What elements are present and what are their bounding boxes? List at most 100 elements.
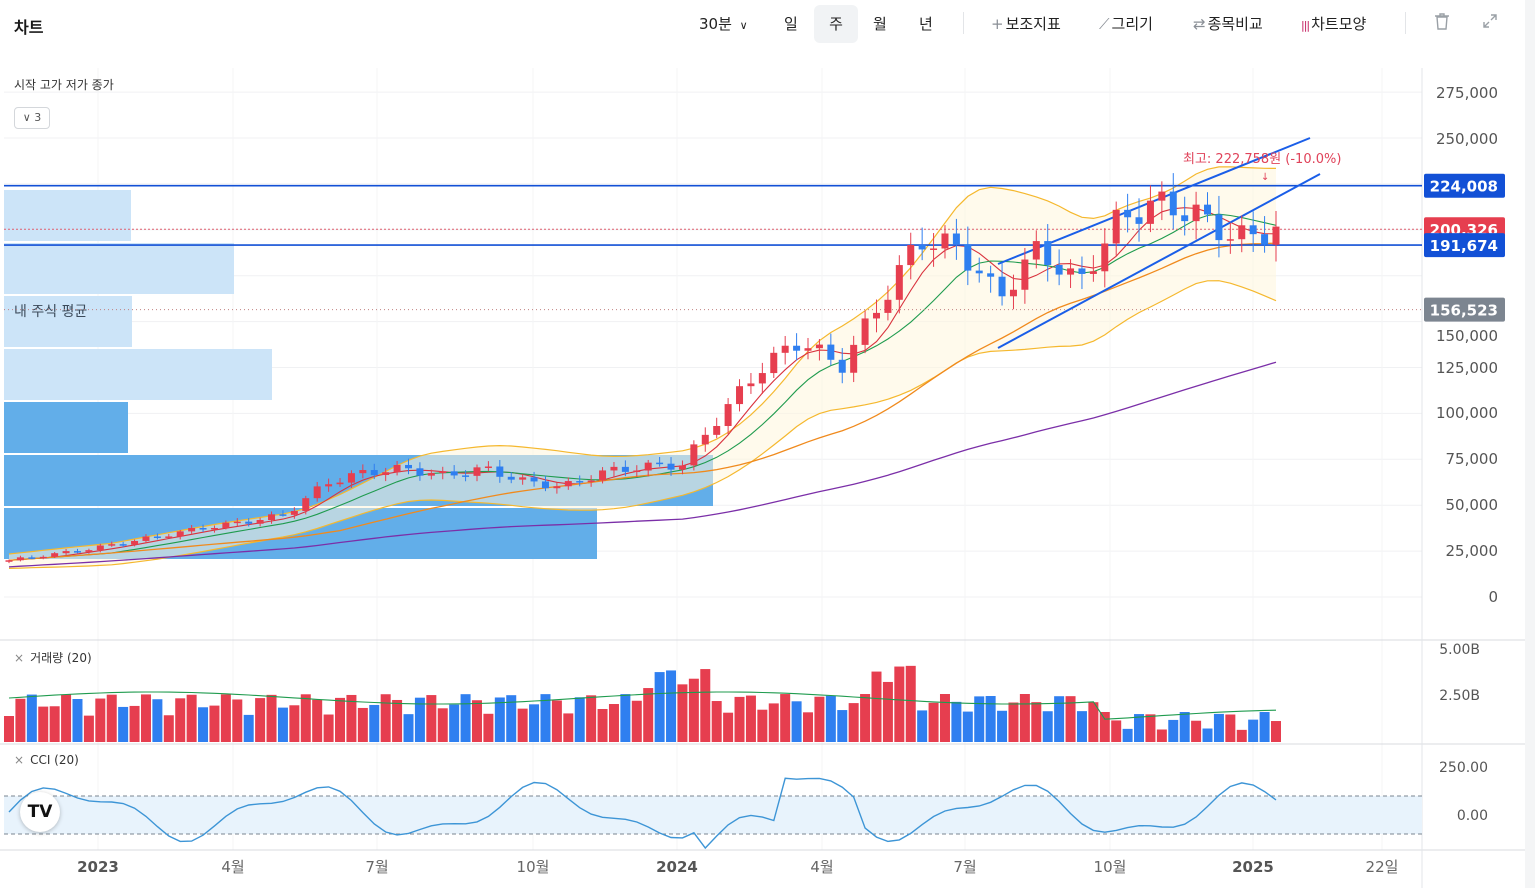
compare-icon: ⇄ [1193, 15, 1206, 33]
cci-legend: × CCI (20) [14, 753, 79, 767]
volume-bar [825, 695, 836, 742]
candle-body [758, 373, 766, 384]
time-tick-label: 10월 [1094, 858, 1127, 876]
volume-bar [1271, 721, 1281, 742]
price-tick-label: 100,000 [1436, 404, 1498, 422]
volume-bar [1145, 714, 1156, 742]
interval-dropdown[interactable]: 30분 ∨ [699, 12, 748, 36]
candle-body [336, 482, 344, 485]
legend-collapse-button[interactable]: ∨ 3 [14, 107, 50, 129]
chart-style-button[interactable]: ||| 차트모양 [1301, 12, 1366, 36]
volume-legend: × 거래량 (20) [14, 649, 92, 666]
candle-body [918, 244, 926, 250]
volume-bar [1236, 729, 1247, 742]
close-icon[interactable]: × [14, 651, 25, 665]
volume-bar [1088, 702, 1099, 742]
candle-body [907, 244, 915, 266]
chart-style-label: 차트모양 [1311, 15, 1367, 33]
candle-body [393, 464, 401, 473]
right-scroll-rail[interactable] [1525, 0, 1535, 888]
price-badge-label: 191,674 [1430, 237, 1498, 255]
volume-bar [392, 699, 403, 742]
volume-bar [95, 698, 106, 742]
volume-bar [597, 708, 608, 742]
candle-body [176, 531, 184, 537]
volume-bar [848, 703, 859, 742]
volume-bar [1076, 711, 1087, 742]
period-tab-year[interactable]: 년 [919, 15, 933, 33]
volume-bar [323, 714, 334, 742]
candle-body [1272, 226, 1280, 245]
volume-bar [209, 705, 220, 742]
candle-body [439, 471, 447, 474]
price-tick-label: 75,000 [1446, 450, 1499, 468]
candle-body [28, 557, 36, 559]
volume-bar [152, 699, 163, 742]
candle-body [222, 522, 230, 528]
time-tick-label: 7월 [953, 858, 976, 876]
price-badge [1424, 233, 1505, 258]
candle-body [1146, 200, 1154, 224]
candle-body [256, 520, 264, 524]
candle-body [233, 521, 241, 524]
volume-bar [4, 716, 14, 742]
tradingview-logo-icon[interactable]: TV [20, 792, 60, 832]
price-tick-label: 50,000 [1446, 496, 1499, 514]
price-tick-label: 0 [1488, 588, 1498, 606]
volume-bar [232, 699, 243, 742]
candle-body [952, 233, 960, 245]
candle-body [108, 544, 116, 546]
volume-bar [289, 705, 300, 742]
volume-bar [1156, 729, 1167, 742]
candle-body [736, 386, 744, 405]
high-marker-label: 최고: 222,758원 (-10.0%) [1183, 152, 1341, 167]
candle-body [861, 318, 869, 345]
expand-icon[interactable] [1482, 12, 1498, 36]
compare-button[interactable]: ⇄ 종목비교 [1193, 12, 1263, 36]
volume-tick-label: 2.50B [1439, 688, 1480, 704]
candle-body [1021, 259, 1029, 290]
volume-bar [803, 712, 814, 742]
draw-button[interactable]: ⟋ 그리기 [1099, 12, 1153, 36]
indicator-button[interactable]: + 보조지표 [991, 12, 1061, 36]
candle-body [39, 556, 47, 559]
candle-body [690, 444, 698, 466]
period-tab-month[interactable]: 월 [873, 15, 887, 33]
avg-price-label: 내 주식 평균 [14, 304, 87, 320]
compare-label: 종목비교 [1207, 15, 1263, 33]
volume-bar [403, 714, 414, 742]
candle-body [119, 544, 127, 546]
period-tab-day[interactable]: 일 [784, 15, 798, 33]
ma60-line [8, 361, 1277, 568]
candle-body [975, 270, 983, 274]
chevron-down-icon: ∨ [22, 111, 31, 124]
volume-bar [688, 678, 699, 742]
candle-body [73, 551, 81, 553]
candle-body [1192, 204, 1200, 222]
volume-bar [49, 706, 60, 742]
volume-ma-line [8, 691, 1277, 720]
volume-bar [460, 694, 471, 742]
page-title: 차트 [14, 18, 44, 37]
candle-body [872, 312, 880, 319]
volume-bar [837, 710, 848, 742]
candle-body [838, 359, 846, 373]
candle-body [325, 484, 333, 487]
volume-bar [220, 694, 231, 742]
time-tick-label: 2025 [1232, 858, 1274, 876]
candle-body [1124, 209, 1132, 218]
time-tick-label: 4월 [221, 858, 244, 876]
period-tab-week[interactable]: 주 [814, 5, 858, 43]
volume-bar [517, 708, 528, 742]
trash-icon[interactable] [1434, 12, 1450, 36]
volume-bar [1202, 728, 1213, 742]
volume-bar [506, 695, 517, 742]
volume-bar [711, 701, 722, 742]
cci-band [4, 796, 1422, 834]
volume-bar [483, 713, 494, 742]
candle-body [1089, 271, 1097, 274]
volume-bar [997, 710, 1008, 742]
volume-bar [369, 704, 380, 742]
close-icon[interactable]: × [14, 753, 25, 767]
